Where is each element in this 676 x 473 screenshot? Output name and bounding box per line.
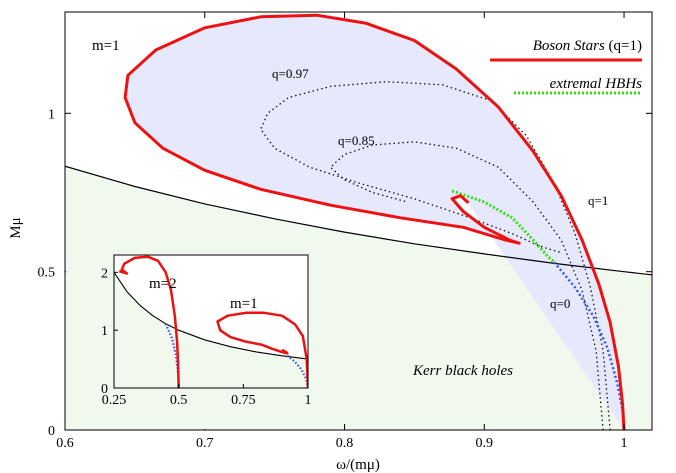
x-tick-label: 0.9: [476, 436, 494, 451]
x-tick-label: 0.6: [56, 436, 74, 451]
legend: Boson Stars (q=1) extremal HBHs: [490, 38, 642, 95]
x-axis-title: ω/(mμ): [336, 457, 380, 473]
series-boson-stars-q-1: [123, 13, 626, 430]
inset-series-m-2-boson-stars: [118, 255, 180, 388]
inset-y-tick-label: 2: [101, 266, 108, 281]
x-tick-label: 0.8: [336, 436, 354, 451]
legend-entry-extremal-hbhs: extremal HBHs: [550, 76, 642, 92]
x-tick-label: 0.7: [196, 436, 214, 451]
annotation-q085: q=0.85: [338, 133, 375, 148]
series-extremal-hbhs: [451, 189, 556, 264]
inset-above-kerr-fill: [114, 255, 308, 360]
main-series-group: [65, 13, 652, 430]
inset-x-tick-label: 0.5: [170, 393, 188, 408]
annotation-kerr: Kerr black holes: [412, 363, 513, 379]
inset-x-tick-label: 1: [305, 393, 312, 408]
series-q-0-85: [329, 141, 604, 430]
y-tick-label: 0.5: [38, 266, 56, 281]
y-axis-title: Mμ: [8, 217, 24, 238]
inset-chart: 0.25 0.5 0.75 1 0 1 2 m=2 m=1: [66, 240, 342, 429]
inset-label-m1: m=1: [230, 296, 258, 312]
plot-frame: [64, 11, 653, 431]
inset-series-kerr-inset: [114, 271, 308, 360]
inset-frame: [113, 254, 309, 389]
annotation-q097: q=0.97: [272, 66, 309, 81]
y-axis-ticks: 00.51: [38, 107, 652, 439]
annotation-m1: m=1: [92, 38, 120, 54]
y-tick-label: 0: [48, 424, 55, 439]
inset-series-group: [114, 255, 308, 388]
annotation-q0: q=0: [550, 296, 570, 311]
inset-x-ticks: 0.25 0.5 0.75 1: [102, 384, 312, 408]
x-axis-ticks: 0.6 0.7 0.8 0.9 1: [56, 12, 628, 451]
inset-x-tick-label: 0.75: [231, 393, 256, 408]
inset-x-tick-label: 0.25: [102, 393, 127, 408]
annotation-q1: q=1: [588, 193, 608, 208]
x-tick-label: 1: [621, 436, 628, 451]
inset-series-m-1-boson-stars: [216, 311, 308, 388]
y-tick-label: 1: [48, 107, 55, 122]
inset-y-tick-label: 0: [101, 382, 108, 397]
inset-y-ticks: 0 1 2: [101, 266, 118, 397]
series-kerr-extremal: [65, 165, 652, 276]
inset-label-m2: m=2: [149, 276, 177, 292]
inset-y-tick-label: 1: [101, 324, 108, 339]
series-q-0: [553, 261, 626, 430]
boson-star-domain-fill: [125, 15, 624, 430]
legend-entry-boson-stars: Boson Stars (q=1): [533, 38, 642, 54]
